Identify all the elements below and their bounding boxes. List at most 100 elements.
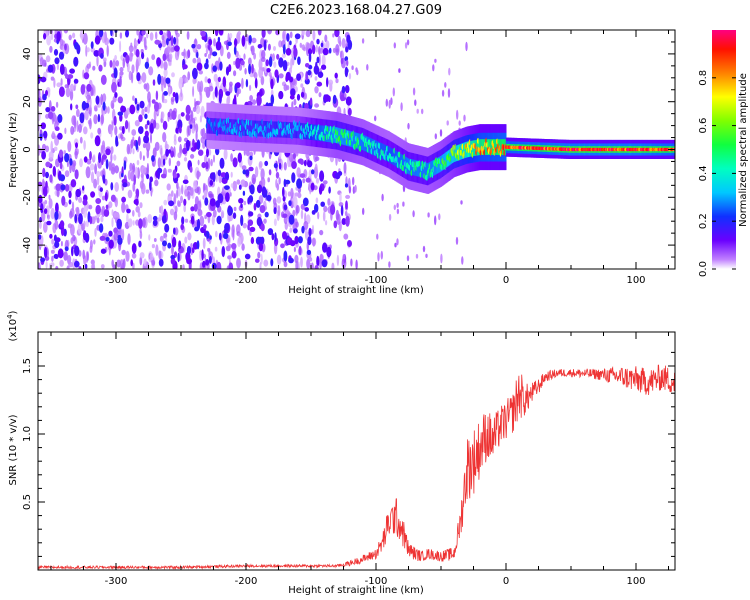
- spectrogram-cell: [345, 194, 351, 199]
- spectrogram-cell: [240, 214, 244, 227]
- spectrogram-cell: [282, 59, 288, 72]
- spectrogram-cell: [139, 202, 143, 209]
- spectrogram-cell: [322, 47, 329, 56]
- spectrogram-cell: [344, 85, 350, 94]
- spectrogram-cell: [121, 172, 124, 178]
- spectrogram-cell: [307, 69, 312, 76]
- spectrogram-cell: [448, 67, 451, 76]
- spectrogram-cell: [348, 185, 352, 194]
- spectrogram-cell: [110, 182, 114, 191]
- spectrogram-cell: [39, 129, 43, 134]
- spectrogram-cell: [166, 38, 169, 46]
- spectrogram-cell: [260, 177, 266, 188]
- spectrogram-cell: [195, 130, 198, 142]
- spectrogram-cell: [113, 212, 119, 218]
- spectrogram-cell: [153, 238, 157, 242]
- spectrogram-cell: [238, 119, 240, 136]
- spectrogram-cell: [70, 125, 75, 135]
- spectrogram-cell: [53, 49, 59, 56]
- spectrogram-cell: [215, 170, 218, 183]
- spectrogram-cell: [412, 210, 415, 218]
- spectrogram-cell: [290, 88, 296, 97]
- spectrogram-x-tick-label: 100: [626, 275, 645, 286]
- spectrogram-cell: [121, 249, 126, 256]
- spectrogram-cell: [313, 65, 320, 75]
- spectrogram-cell: [137, 211, 141, 218]
- spectrogram-cell: [102, 176, 106, 184]
- spectrogram-cell: [83, 72, 90, 80]
- spectrogram-cell: [341, 128, 343, 145]
- spectrogram-cell: [335, 127, 338, 143]
- spectrogram-cell: [285, 74, 289, 83]
- spectrogram-cell: [79, 112, 85, 124]
- spectrogram-cell: [191, 247, 195, 254]
- spectrogram-cell: [162, 158, 166, 166]
- spectrogram-cell: [44, 62, 47, 67]
- spectrogram-cell: [261, 49, 266, 59]
- spectrogram-cell: [406, 39, 410, 46]
- spectrogram-cell: [152, 147, 157, 158]
- spectrogram-cell: [204, 53, 207, 57]
- spectrogram-cell: [438, 213, 441, 221]
- spectrogram-cell: [360, 133, 362, 150]
- spectrogram-cell: [181, 51, 185, 57]
- spectrogram-cell: [185, 104, 191, 115]
- spectrogram-cell: [143, 36, 147, 49]
- spectrogram-cell: [198, 149, 204, 156]
- spectrogram-cell: [233, 94, 237, 106]
- spectrogram-cell: [171, 244, 174, 256]
- spectrogram-cell: [54, 254, 59, 259]
- spectrogram-cell: [131, 253, 137, 259]
- spectrogram-cell: [294, 192, 299, 197]
- snr-ylabel: SNR (10 * v/v): [8, 414, 19, 485]
- spectrogram-cell: [113, 154, 117, 161]
- spectrogram-cell: [100, 248, 107, 254]
- spectrogram-cell: [45, 55, 51, 63]
- spectrogram-cell: [212, 209, 217, 218]
- spectrogram-cell: [243, 53, 246, 60]
- spectrogram-cell: [163, 61, 168, 71]
- spectrogram-cell: [286, 33, 290, 42]
- spectrogram-cell: [105, 148, 111, 156]
- spectrogram-cell: [201, 162, 206, 169]
- spectrogram-cell: [243, 120, 246, 136]
- spectrogram-cell: [267, 177, 271, 183]
- spectrogram-cell: [347, 107, 352, 116]
- spectrogram-cell: [65, 73, 69, 79]
- spectrogram-cell: [233, 70, 237, 77]
- colorbar-gradient: [712, 30, 736, 269]
- spectrogram-cell: [143, 135, 150, 144]
- spectrogram-cell: [270, 121, 272, 137]
- spectrogram-cell: [285, 48, 292, 56]
- spectrogram-cell: [340, 205, 344, 217]
- spectrogram-cell: [289, 240, 296, 247]
- spectrogram-cell: [105, 237, 110, 242]
- spectrogram-cell: [125, 54, 130, 64]
- spectrogram-cell: [136, 159, 140, 166]
- spectrogram-cell: [71, 246, 74, 257]
- spectrogram-cell: [171, 236, 177, 248]
- spectrogram-cell: [174, 49, 180, 61]
- spectrogram-cell: [394, 242, 397, 248]
- spectrogram-cell: [235, 57, 241, 69]
- spectrogram-cell: [355, 259, 358, 269]
- spectrogram-cell: [334, 30, 340, 38]
- spectrogram-cell: [170, 257, 176, 265]
- spectrogram-cell: [259, 205, 266, 213]
- spectrogram-cell: [98, 152, 102, 164]
- spectrogram-cell: [280, 243, 285, 249]
- spectrogram-cell: [180, 195, 183, 204]
- spectrogram-cell: [111, 259, 114, 268]
- spectrogram-cell: [276, 196, 282, 204]
- spectrogram-cell: [161, 215, 167, 224]
- spectrogram-cell: [96, 55, 99, 67]
- spectrogram-cell: [267, 43, 271, 51]
- spectrogram-cell: [63, 150, 66, 155]
- spectrogram-cell: [221, 246, 226, 258]
- spectrogram-cell: [45, 260, 48, 269]
- spectrogram-cell: [354, 184, 357, 193]
- spectrogram-cell: [261, 120, 264, 137]
- spectrogram-cell: [345, 46, 349, 53]
- spectrogram-cell: [132, 148, 135, 155]
- spectrogram-cell: [163, 91, 169, 96]
